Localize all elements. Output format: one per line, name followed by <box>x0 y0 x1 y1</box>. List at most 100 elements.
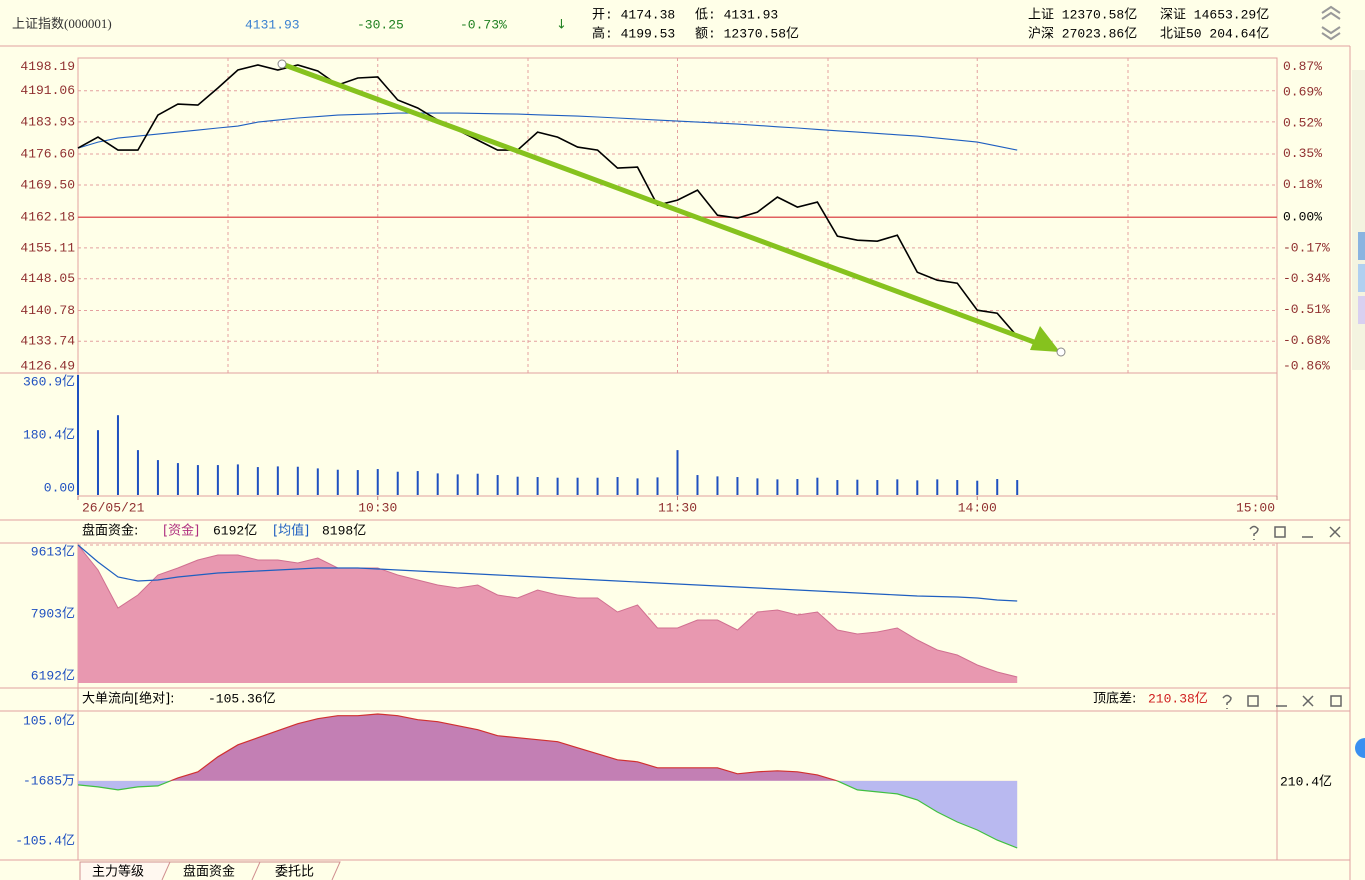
y-tick-label: 4176.60 <box>20 146 75 161</box>
y-tick-label: 4155.11 <box>20 240 75 255</box>
bar <box>136 450 139 495</box>
bar <box>256 467 259 495</box>
panel-title: 盘面资金: <box>82 523 138 539</box>
legend-entry: [资金] <box>163 523 199 539</box>
bar <box>856 479 859 495</box>
y-tick-label: 4133.74 <box>20 334 75 349</box>
bar <box>77 375 79 495</box>
bar <box>816 477 819 495</box>
change: -30.25 <box>357 17 404 32</box>
y-tick-label: 0.00 <box>44 480 75 495</box>
bar <box>416 471 419 495</box>
line <box>168 713 839 781</box>
bar <box>316 468 319 495</box>
spread-value: 210.38亿 <box>1148 691 1208 706</box>
market-stat: 上证 12370.58亿 <box>1028 7 1137 22</box>
y-tick-label: 4162.18 <box>20 209 75 224</box>
tab-bar <box>79 861 341 880</box>
area <box>78 545 1018 683</box>
bar <box>636 478 639 495</box>
market-stat: 深证 14653.29亿 <box>1160 7 1269 22</box>
y-tick-label: 4198.19 <box>20 59 75 74</box>
flow-up <box>168 713 839 781</box>
y-tick-label: 4169.50 <box>20 177 75 192</box>
bar <box>156 460 159 495</box>
tab[interactable]: 盘面资金 <box>183 864 235 880</box>
bar <box>556 477 559 495</box>
legend-entry: [均值] <box>273 523 309 539</box>
bar <box>976 480 979 495</box>
bar <box>116 415 119 495</box>
y-tick-label: 4126.49 <box>20 358 75 373</box>
bar <box>296 466 299 495</box>
tab[interactable]: 主力等级 <box>92 864 144 880</box>
layout-grid <box>227 58 1129 373</box>
y-tick-label: 4148.05 <box>20 271 75 286</box>
panel-title: 大单流向[绝对]: <box>82 691 175 707</box>
trend-arrow <box>277 59 1066 357</box>
y-tick-label: 4140.78 <box>20 303 75 318</box>
bar <box>676 450 679 495</box>
bar <box>436 473 439 495</box>
market-stat: 沪深 27023.86亿 <box>1028 25 1137 41</box>
y2-tick-label: 0.87% <box>1283 59 1322 74</box>
x-tick-label: 26/05/21 <box>82 500 145 515</box>
bar <box>656 477 659 495</box>
bar <box>1016 480 1019 495</box>
y-tick-label: -1685万 <box>23 773 75 788</box>
y-tick-label: 9613亿 <box>31 544 75 559</box>
bar <box>356 470 359 495</box>
y-tick-label: 105.0亿 <box>23 713 75 728</box>
bar <box>796 479 799 495</box>
bar <box>756 478 759 495</box>
y2-tick-label: 0.52% <box>1283 115 1322 130</box>
amount: 额: 12370.58亿 <box>695 26 799 41</box>
y2-tick-label: -0.51% <box>1283 302 1330 317</box>
panel-buttons[interactable] <box>1222 525 1342 710</box>
y2-tick-label: 0.18% <box>1283 177 1322 192</box>
y2-tick-label: 0.35% <box>1283 146 1322 161</box>
bar <box>896 479 899 495</box>
bar <box>396 471 399 495</box>
bar <box>836 480 839 495</box>
x-tick-label: 10:30 <box>358 500 397 515</box>
bar <box>996 479 999 495</box>
bar <box>336 469 339 495</box>
market-stat: 北证50 204.64亿 <box>1160 26 1269 41</box>
legend-value: 8198亿 <box>322 523 366 538</box>
bar <box>616 477 619 495</box>
x-tick-label: 14:00 <box>958 500 997 515</box>
bar <box>576 477 579 495</box>
scroll-buttons[interactable] <box>1321 5 1341 41</box>
y2-tick-label: 0.00% <box>1283 210 1322 225</box>
tab[interactable]: 委托比 <box>275 865 314 880</box>
bar <box>536 477 539 495</box>
bar <box>736 477 739 495</box>
change-pct: -0.73% <box>460 17 507 32</box>
y2-tick-label: -0.68% <box>1283 333 1330 348</box>
bar <box>476 473 479 495</box>
y2-tick-label: -0.86% <box>1283 358 1330 373</box>
bar <box>216 465 219 495</box>
y-tick-label: 360.9亿 <box>23 374 75 389</box>
bar <box>516 476 519 495</box>
bar <box>176 463 179 495</box>
legend-value: 6192亿 <box>213 523 257 538</box>
x-tick-label: 15:00 <box>1236 500 1275 515</box>
area <box>78 780 1018 848</box>
spread-title: 顶底差: <box>1093 691 1136 707</box>
bar <box>236 464 239 495</box>
side-strip <box>1352 70 1365 758</box>
line <box>77 64 1018 337</box>
arrow: ↓ <box>556 18 567 33</box>
x-tick-label: 11:30 <box>658 500 697 515</box>
area <box>170 714 838 781</box>
y-tick-label: 180.4亿 <box>23 427 75 442</box>
line <box>77 112 1018 151</box>
y2-tick-label: 0.69% <box>1283 85 1322 100</box>
bar <box>496 475 499 495</box>
range-label: 210.4亿 <box>1280 774 1332 789</box>
bar <box>276 466 279 495</box>
bar <box>876 480 879 495</box>
